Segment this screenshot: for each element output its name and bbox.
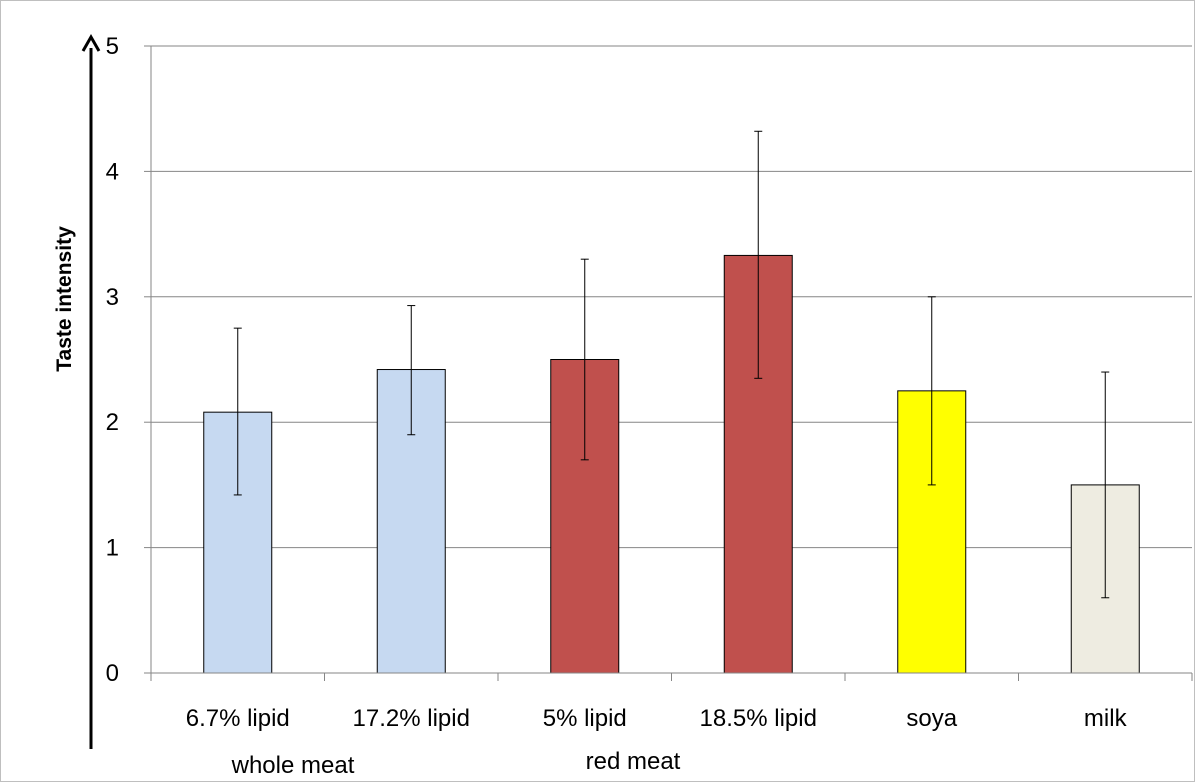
y-tick-label: 5: [106, 33, 119, 60]
x-tick-label: 17.2% lipid: [353, 705, 470, 732]
axes: [81, 33, 1193, 749]
bars: [203, 254, 1140, 674]
y-axis-label: Taste intensity: [53, 226, 76, 372]
labels: 0 1 2 3 4 5 6.7% lipid 17.2% lipid 5% lipid 18.5%…: [53, 33, 1128, 779]
y-tick-label: 2: [106, 409, 119, 436]
x-tick-label: 5% lipid: [543, 705, 627, 732]
x-tick-label: 6.7% lipid: [186, 705, 290, 732]
x-tick-label: 18.5% lipid: [700, 705, 817, 732]
gridlines: [151, 45, 1192, 549]
y-tick-label: 3: [106, 284, 119, 311]
group-label: red meat: [586, 748, 681, 775]
y-tick-label: 4: [106, 158, 119, 185]
x-tick-label: milk: [1084, 705, 1128, 732]
x-tick-label: soya: [906, 705, 957, 732]
y-tick-label: 0: [106, 660, 119, 687]
error-bars: [233, 130, 1110, 599]
y-tick-label: 1: [106, 535, 119, 562]
y-arrow-head: [81, 33, 101, 52]
group-label: whole meat: [231, 752, 355, 779]
